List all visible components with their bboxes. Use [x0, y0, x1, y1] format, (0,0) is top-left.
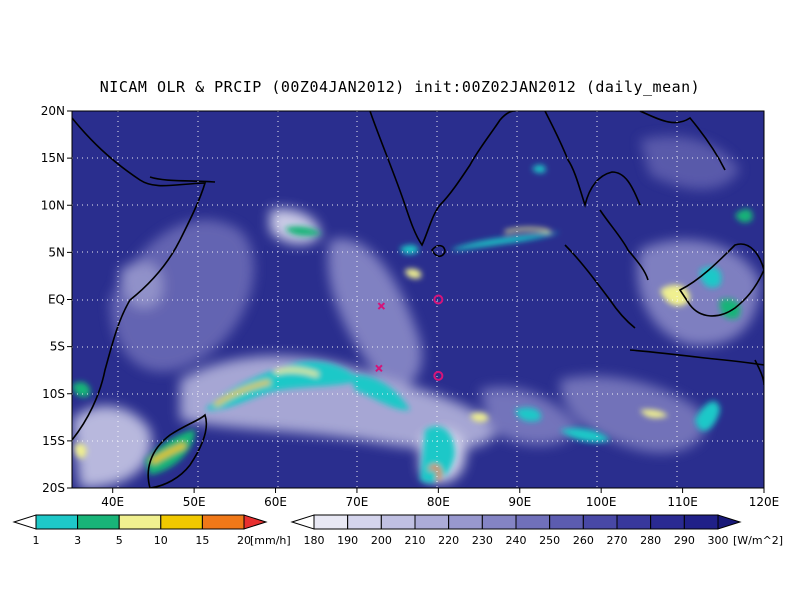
chart-title: NICAM OLR & PRCIP (00Z04JAN2012) init:00…	[99, 78, 701, 96]
o-marker	[433, 294, 444, 305]
colorbar-label: 190	[337, 534, 358, 547]
colorbar-right-triangle	[243, 514, 268, 530]
colorbar-box	[35, 514, 79, 530]
colorbar-label: 10	[154, 534, 168, 547]
x-tick-label: 90E	[508, 495, 531, 509]
o-marker	[433, 370, 444, 381]
x-tick-label: 50E	[183, 495, 206, 509]
olr-colorbar: 180 190 200 210 220 230 240 250 260 270 280 290 300 […	[290, 514, 783, 547]
malay-peninsula-coast	[599, 209, 649, 281]
colorbar-box	[683, 514, 719, 530]
sumatra-coastline	[564, 244, 636, 329]
y-tick-label: 15S	[42, 434, 65, 448]
x-tick-label: 120E	[749, 495, 780, 509]
x-axis-ticks: 40E 50E 60E 70E 80E 90E 100E 110E 120E	[101, 488, 779, 509]
y-tick-label: 20S	[42, 481, 65, 495]
y-tick-label: 20N	[41, 104, 65, 118]
indochina-coastline	[639, 111, 726, 171]
colorbar-box	[616, 514, 652, 530]
colorbar-box	[515, 514, 551, 530]
colorbar-label: 270	[607, 534, 628, 547]
colorbar-label: 200	[371, 534, 392, 547]
colorbar-label: 210	[405, 534, 426, 547]
x-marker	[375, 364, 383, 373]
x-tick-label: 60E	[264, 495, 287, 509]
site-markers	[375, 294, 444, 381]
colorbar-box	[448, 514, 483, 530]
x-tick-label: 110E	[667, 495, 698, 509]
java-coastline	[629, 349, 764, 366]
africa-coastline	[72, 117, 207, 441]
madagascar-coastline	[147, 413, 208, 488]
colorbar-label: 280	[640, 534, 661, 547]
colorbar-box	[118, 514, 162, 530]
precip-colorbar: 1 3 5 10 15 20 [mm/h]	[12, 514, 291, 547]
colorbar-right-triangle	[717, 514, 742, 530]
colorbar-label: 15	[195, 534, 209, 547]
colorbar-box	[549, 514, 584, 530]
colorbar-label: 240	[506, 534, 527, 547]
colorbar-label: 20	[237, 534, 251, 547]
colorbar-box	[313, 514, 349, 530]
colorbar-label: 1	[33, 534, 40, 547]
colorbar-label: 300	[708, 534, 729, 547]
colorbar-label: 250	[539, 534, 560, 547]
colorbar-box	[650, 514, 685, 530]
bay-of-bengal-coast	[544, 111, 641, 208]
colorbar-label: 3	[74, 534, 81, 547]
y-tick-label: EQ	[48, 293, 65, 307]
x-tick-label: 80E	[427, 495, 450, 509]
y-tick-label: 15N	[41, 151, 65, 165]
colorbar-box	[380, 514, 416, 530]
y-axis-ticks: 20N 15N 10N 5N EQ 5S 10S 15S 20S	[41, 104, 72, 495]
colorbar-box	[77, 514, 120, 530]
grid-lines	[72, 111, 764, 488]
colorbar-box	[582, 514, 618, 530]
colorbar-unit: [W/m^2]	[733, 534, 783, 547]
colorbar-box	[201, 514, 245, 530]
colorbar-box	[481, 514, 517, 530]
y-tick-label: 5S	[50, 340, 65, 354]
colorbar-box	[347, 514, 382, 530]
borneo-coastline	[678, 243, 764, 317]
x-tick-label: 70E	[346, 495, 369, 509]
y-tick-label: 5N	[48, 245, 65, 259]
colorbar-label: 260	[573, 534, 594, 547]
colorbar-box	[160, 514, 203, 530]
x-tick-label: 40E	[101, 495, 124, 509]
colorbar-box	[414, 514, 450, 530]
colorbar-label: 180	[304, 534, 325, 547]
india-coastline	[369, 111, 516, 247]
colorbar-unit: [mm/h]	[250, 534, 291, 547]
x-tick-label: 100E	[586, 495, 617, 509]
colorbar-left-triangle	[290, 514, 315, 530]
colorbar-label: 220	[438, 534, 459, 547]
colorbar-label: 5	[116, 534, 123, 547]
colorbar-left-triangle	[12, 514, 37, 530]
gulf-of-aden-coast	[149, 176, 216, 183]
y-tick-label: 10N	[41, 198, 65, 212]
colorbar-label: 230	[472, 534, 493, 547]
y-tick-label: 10S	[42, 387, 65, 401]
x-marker	[377, 302, 386, 310]
colorbar-label: 290	[674, 534, 695, 547]
